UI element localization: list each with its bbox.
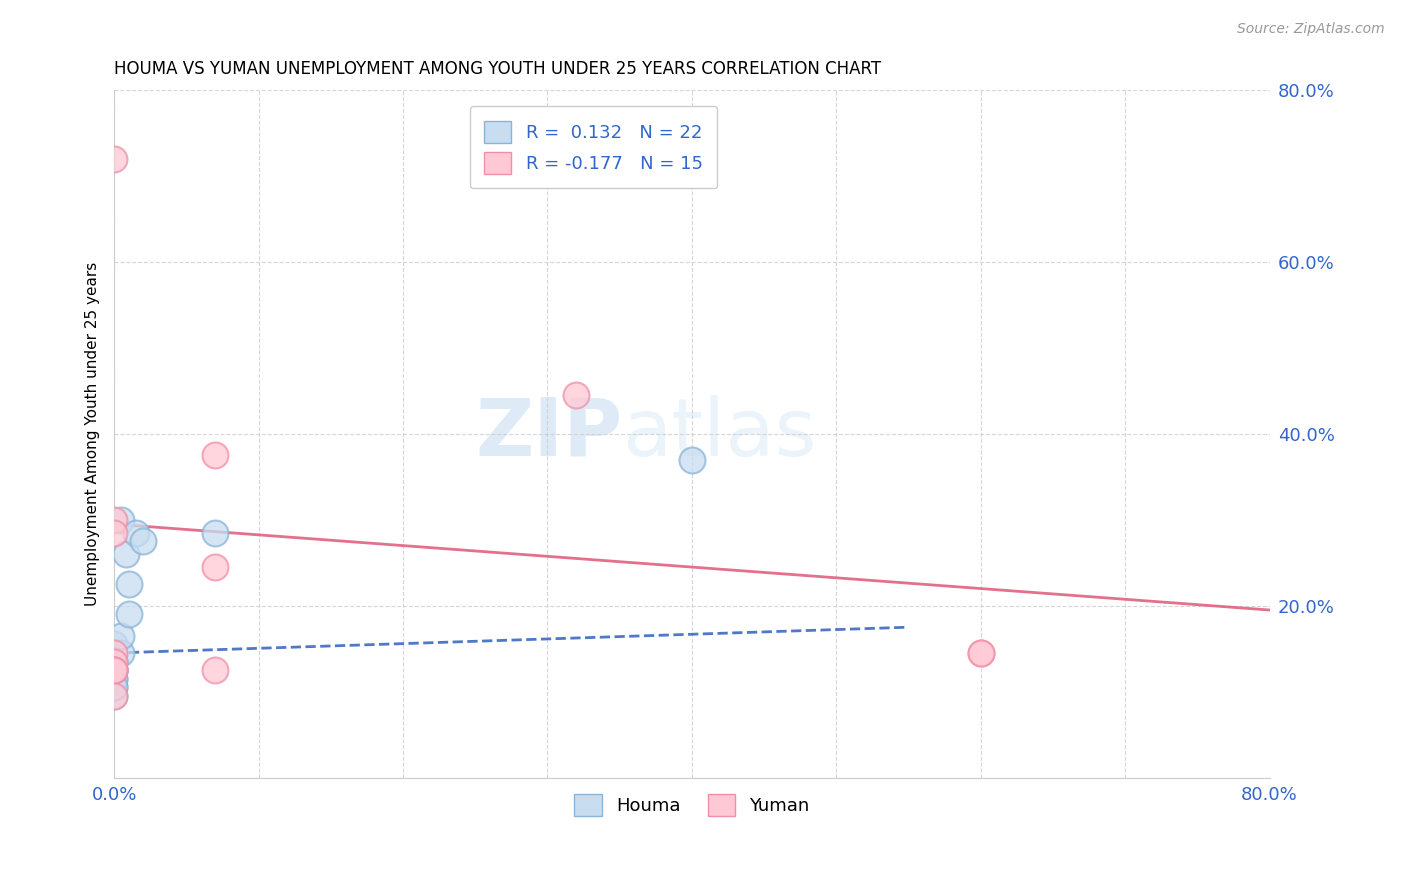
Point	[103, 637, 125, 651]
Point	[103, 681, 125, 695]
Point	[110, 513, 132, 527]
Point	[103, 655, 125, 669]
Point	[970, 646, 993, 660]
Point	[103, 663, 125, 677]
Point	[681, 452, 703, 467]
Point	[103, 525, 125, 540]
Point	[103, 152, 125, 166]
Point	[103, 663, 125, 677]
Point	[103, 646, 125, 660]
Point	[204, 560, 226, 574]
Point	[125, 525, 148, 540]
Text: Source: ZipAtlas.com: Source: ZipAtlas.com	[1237, 22, 1385, 37]
Point	[204, 449, 226, 463]
Point	[117, 577, 139, 591]
Text: atlas: atlas	[623, 395, 817, 473]
Point	[103, 513, 125, 527]
Point	[110, 629, 132, 643]
Point	[565, 388, 588, 402]
Point	[970, 646, 993, 660]
Text: ZIP: ZIP	[475, 395, 623, 473]
Point	[103, 672, 125, 686]
Legend: Houma, Yuman: Houma, Yuman	[567, 787, 817, 823]
Point	[103, 689, 125, 703]
Point	[204, 525, 226, 540]
Point	[103, 663, 125, 677]
Point	[117, 607, 139, 622]
Point	[103, 663, 125, 677]
Point	[103, 646, 125, 660]
Point	[103, 655, 125, 669]
Point	[103, 681, 125, 695]
Point	[103, 663, 125, 677]
Point	[103, 663, 125, 677]
Point	[204, 663, 226, 677]
Point	[103, 689, 125, 703]
Point	[103, 655, 125, 669]
Point	[114, 547, 136, 561]
Point	[103, 672, 125, 686]
Point	[132, 534, 155, 549]
Y-axis label: Unemployment Among Youth under 25 years: Unemployment Among Youth under 25 years	[86, 261, 100, 606]
Point	[110, 646, 132, 660]
Text: HOUMA VS YUMAN UNEMPLOYMENT AMONG YOUTH UNDER 25 YEARS CORRELATION CHART: HOUMA VS YUMAN UNEMPLOYMENT AMONG YOUTH …	[114, 60, 882, 78]
